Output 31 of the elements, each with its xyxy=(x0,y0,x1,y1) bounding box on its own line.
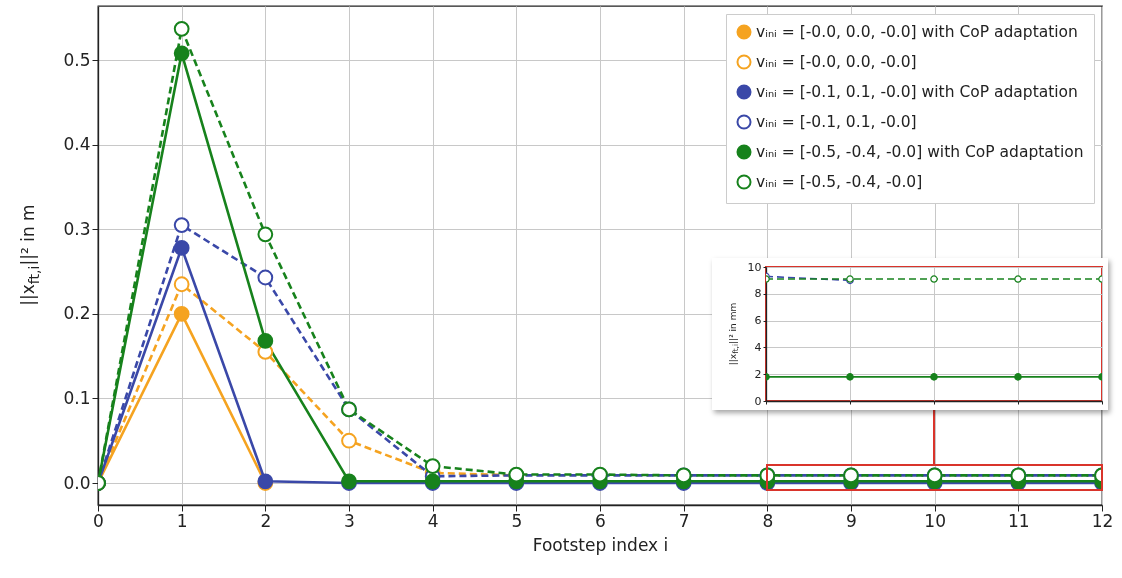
y-tick-label: 0.2 xyxy=(63,303,91,324)
y-tick-label: 6 xyxy=(754,314,762,328)
legend-label: vᵢₙᵢ = [-0.5, -0.4, -0.0] xyxy=(756,173,923,191)
legend-label: vᵢₙᵢ = [-0.0, 0.0, -0.0] with CoP adaptation xyxy=(756,23,1078,41)
legend-label: vᵢₙᵢ = [-0.1, 0.1, -0.0] with CoP adaptation xyxy=(756,83,1078,101)
y-tick-label: 0.0 xyxy=(63,472,91,493)
x-tick-label: 3 xyxy=(344,510,355,531)
x-tick-label: 1 xyxy=(176,510,188,531)
legend-label: vᵢₙᵢ = [-0.0, 0.0, -0.0] xyxy=(756,53,917,71)
y-tick-label: 0.3 xyxy=(63,218,91,239)
x-tick-label: 5 xyxy=(511,510,523,531)
y-tick-label: 0.5 xyxy=(63,49,91,70)
y-tick-label: 0 xyxy=(754,394,762,408)
legend-label: vᵢₙᵢ = [-0.5, -0.4, -0.0] with CoP adaptation xyxy=(756,143,1084,161)
x-tick-label: 0 xyxy=(93,510,104,531)
y-tick-label: 0.4 xyxy=(63,134,91,155)
x-tick-label: 2 xyxy=(260,510,272,531)
y-tick-label: 0.1 xyxy=(63,387,91,408)
y-tick-label: 4 xyxy=(754,340,762,354)
x-tick-label: 11 xyxy=(1008,510,1030,531)
x-tick-label: 7 xyxy=(678,510,690,531)
x-tick-label: 6 xyxy=(595,510,606,531)
x-tick-label: 9 xyxy=(846,510,857,531)
x-tick-label: 4 xyxy=(427,510,439,531)
legend-label: vᵢₙᵢ = [-0.1, 0.1, -0.0] xyxy=(756,113,917,131)
y-tick-label: 10 xyxy=(747,260,762,274)
x-tick-label: 12 xyxy=(1091,510,1114,531)
x-axis-title: Footstep index i xyxy=(532,534,669,555)
x-tick-label: 10 xyxy=(924,510,946,531)
y-tick-label: 8 xyxy=(754,287,762,301)
y-tick-label: 2 xyxy=(754,367,762,381)
